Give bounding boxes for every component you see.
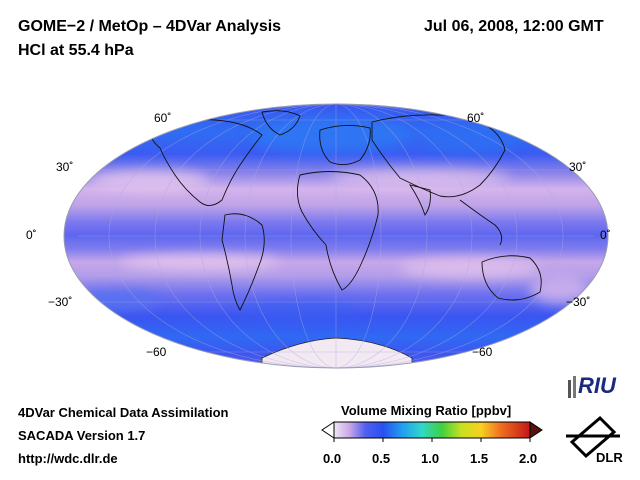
footer-line-1: 4DVar Chemical Data Assimilation bbox=[18, 405, 229, 420]
lat-label-right-0: 0˚ bbox=[600, 228, 611, 242]
greenland-outline bbox=[261, 110, 301, 136]
riu-logo bbox=[568, 376, 576, 398]
map-datetime: Jul 06, 2008, 12:00 GMT bbox=[424, 18, 604, 35]
lat-label-right-60: 60˚ bbox=[467, 111, 485, 125]
colorbar-tick-0: 0.0 bbox=[323, 451, 342, 466]
north-america-outline bbox=[149, 119, 263, 206]
colorbar-tick-3: 1.5 bbox=[470, 451, 489, 466]
colorbar-tick-1: 0.5 bbox=[372, 451, 391, 466]
riu-logo-text: RIU bbox=[578, 373, 616, 398]
globe-rim bbox=[63, 103, 609, 369]
lat-label-left-m60: −60 bbox=[146, 345, 167, 359]
globe-field bbox=[64, 104, 608, 368]
lat-label-left-30: 30˚ bbox=[56, 160, 74, 174]
lat-label-right-m30: −30˚ bbox=[566, 295, 591, 309]
footer-url[interactable]: http://wdc.dlr.de bbox=[18, 451, 118, 466]
map-title: GOME−2 / MetOp – 4DVar Analysis bbox=[18, 18, 282, 35]
colorbar bbox=[321, 421, 543, 442]
colorbar-max-arrow bbox=[529, 421, 543, 439]
europe-outline bbox=[319, 125, 371, 165]
lat-label-right-30: 30˚ bbox=[569, 160, 587, 174]
africa-outline bbox=[297, 171, 379, 291]
lat-label-left-0: 0˚ bbox=[26, 228, 37, 242]
dlr-logo bbox=[566, 415, 620, 459]
australia-outline bbox=[481, 255, 542, 301]
colorbar-gradient bbox=[333, 421, 531, 439]
footer-line-2: SACADA Version 1.7 bbox=[18, 428, 146, 443]
colorbar-min-arrow bbox=[321, 421, 335, 439]
dlr-logo-text: DLR bbox=[596, 450, 623, 465]
lat-label-left-60: 60˚ bbox=[154, 111, 172, 125]
colorbar-tick-2: 1.0 bbox=[421, 451, 440, 466]
lat-label-left-m30: −30˚ bbox=[48, 295, 73, 309]
lat-label-right-m60: −60 bbox=[472, 345, 493, 359]
south-america-outline bbox=[221, 213, 265, 311]
colorbar-tick-4: 2.0 bbox=[519, 451, 538, 466]
map-subtitle: HCl at 55.4 hPa bbox=[18, 42, 134, 59]
se-asia-outline bbox=[459, 199, 503, 246]
colorbar-title: Volume Mixing Ratio [ppbv] bbox=[341, 403, 512, 418]
india-outline bbox=[408, 184, 431, 216]
